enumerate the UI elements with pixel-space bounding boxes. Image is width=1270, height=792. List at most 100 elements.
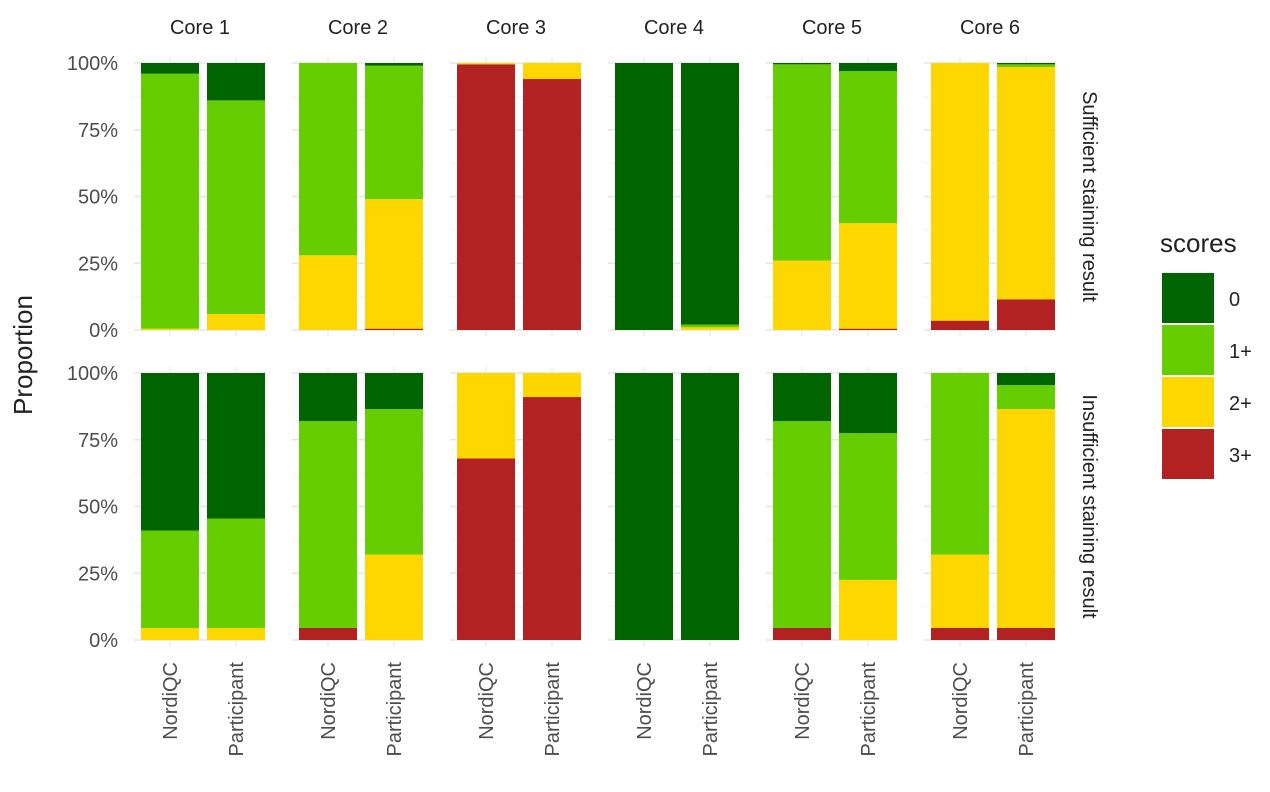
bar-segment-2plus [299, 255, 357, 330]
bar-segment-2plus [681, 327, 739, 330]
x-tick-label: Participant [384, 662, 406, 757]
legend-label: 2+ [1229, 393, 1252, 415]
row-strip-label: Sufficient staining result [1078, 91, 1100, 302]
x-tick-label: NordiQC [634, 662, 656, 740]
bar-segment-0 [207, 63, 265, 101]
bar-segment-2plus [523, 63, 581, 80]
row-strip-labels: Sufficient staining result Insufficient s… [1078, 91, 1100, 619]
x-tick-label: NordiQC [792, 662, 814, 740]
bar-segment-2plus [457, 373, 515, 459]
bar-segment-0 [839, 373, 897, 434]
panel-2-2 [292, 367, 424, 646]
x-tick-label: NordiQC [950, 662, 972, 740]
bar-segment-3plus [523, 397, 581, 640]
y-tick-label: 75% [78, 120, 118, 142]
panel-2-6 [924, 367, 1056, 646]
panel-1-6 [924, 57, 1056, 336]
bar-segment-3plus [773, 627, 831, 640]
bar-segment-1plus [839, 71, 897, 224]
legend-label: 0 [1229, 289, 1240, 311]
bar-segment-0 [773, 373, 831, 422]
bar-segment-2plus [997, 67, 1055, 300]
x-tick-label: Participant [226, 662, 248, 757]
legend-title: scores [1160, 228, 1237, 258]
panel-1-5 [766, 57, 898, 336]
legend-label: 1+ [1229, 341, 1252, 363]
column-strip-labels: Core 1 Core 2 Core 3 Core 4 Core 5 Core 6 [170, 17, 1020, 39]
row-strip-label: Insufficient staining result [1078, 394, 1100, 619]
bar-segment-1plus [141, 73, 199, 329]
y-tick-label: 75% [78, 430, 118, 452]
bar-segment-2plus [931, 554, 989, 628]
bar-segment-0 [681, 373, 739, 640]
panel-2-1 [134, 367, 266, 646]
bar-segment-2plus [207, 627, 265, 640]
bar-segment-2plus [839, 579, 897, 640]
x-axis: NordiQC Participant NordiQC Participant Nord… [160, 662, 1038, 757]
y-tick-label: 0% [89, 320, 118, 342]
bar-segment-2plus [931, 63, 989, 321]
bar-segment-3plus [299, 627, 357, 640]
bar-segment-0 [839, 63, 897, 72]
column-strip-label: Core 6 [960, 17, 1020, 39]
bar-segment-1plus [299, 63, 357, 256]
panel-1-3 [450, 57, 582, 336]
y-axis-title: Proportion [8, 295, 38, 415]
y-axis: 0% 25% 50% 75% 100% 0% 25% 50% 75% 100% [67, 53, 118, 652]
panel-2-3 [450, 367, 582, 646]
bar-segment-0 [365, 63, 423, 66]
x-tick-label: NordiQC [318, 662, 340, 740]
bar-segment-3plus [365, 328, 423, 330]
bar-segment-1plus [773, 64, 831, 261]
bar-segment-2plus [365, 199, 423, 329]
bar-segment-1plus [207, 100, 265, 314]
bar-segment-0 [997, 373, 1055, 386]
bar-segment-2plus [839, 223, 897, 329]
x-tick-label: Participant [858, 662, 880, 757]
y-tick-label: 50% [78, 497, 118, 519]
bar-segment-3plus [839, 328, 897, 330]
bar-segment-1plus [207, 518, 265, 628]
bar-segment-3plus [931, 627, 989, 640]
legend-swatch [1162, 325, 1214, 375]
panel-1-4 [608, 57, 740, 336]
y-tick-label: 100% [67, 363, 118, 385]
bar-segment-2plus [523, 373, 581, 398]
x-tick-label: NordiQC [160, 662, 182, 740]
bar-segment-3plus [457, 458, 515, 640]
bar-segment-0 [299, 373, 357, 422]
bar-segment-1plus [365, 65, 423, 200]
bar-segment-3plus [931, 320, 989, 330]
bar-segment-1plus [931, 373, 989, 555]
bar-segment-2plus [207, 313, 265, 330]
column-strip-label: Core 4 [644, 17, 704, 39]
legend-label: 3+ [1229, 445, 1252, 467]
bar-segment-1plus [299, 421, 357, 628]
column-strip-label: Core 5 [802, 17, 862, 39]
bar-segment-2plus [365, 554, 423, 640]
bar-segment-2plus [141, 328, 199, 330]
bar-segment-2plus [997, 409, 1055, 628]
legend-swatch [1162, 377, 1214, 427]
y-tick-label: 100% [67, 53, 118, 75]
x-tick-label: Participant [700, 662, 722, 757]
bar-segment-0 [207, 373, 265, 519]
bar-segment-3plus [997, 627, 1055, 640]
bar-segment-0 [141, 63, 199, 74]
panel-1-1 [134, 57, 266, 336]
bar-segment-0 [141, 373, 199, 531]
bar-segment-3plus [523, 79, 581, 331]
x-tick-label: NordiQC [476, 662, 498, 740]
bar-segment-0 [615, 63, 673, 330]
y-tick-label: 50% [78, 187, 118, 209]
legend-swatch [1162, 273, 1214, 323]
bar-segment-1plus [773, 421, 831, 628]
bar-segment-1plus [365, 409, 423, 555]
bar-segment-0 [773, 63, 831, 65]
panel-1-2 [292, 57, 424, 336]
bar-segment-2plus [141, 627, 199, 640]
chart-panels [134, 57, 1056, 646]
bar-segment-1plus [997, 385, 1055, 410]
bar-segment-1plus [141, 530, 199, 628]
